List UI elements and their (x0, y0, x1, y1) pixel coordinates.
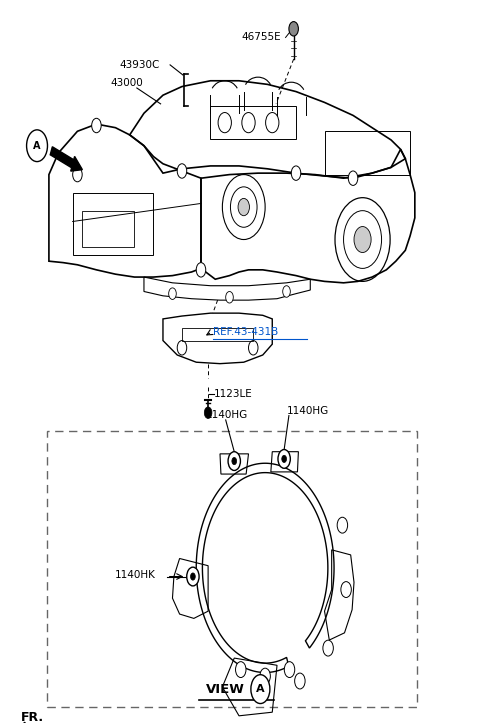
Text: A: A (33, 141, 41, 150)
Text: REF.43-431B: REF.43-431B (213, 327, 278, 337)
Circle shape (177, 340, 187, 355)
Circle shape (249, 340, 258, 355)
Circle shape (337, 517, 348, 533)
Circle shape (232, 457, 237, 465)
Circle shape (238, 198, 250, 216)
Circle shape (169, 288, 176, 300)
Circle shape (284, 662, 295, 678)
Circle shape (196, 262, 206, 277)
Circle shape (177, 164, 187, 178)
Circle shape (92, 119, 101, 133)
Circle shape (341, 582, 351, 598)
Circle shape (294, 673, 305, 689)
Text: A: A (256, 684, 265, 694)
Text: 1140HG: 1140HG (206, 410, 248, 420)
Circle shape (191, 573, 196, 580)
Circle shape (291, 166, 301, 180)
Circle shape (348, 171, 358, 185)
Circle shape (204, 407, 212, 419)
Circle shape (27, 130, 47, 161)
Text: 1140HG: 1140HG (286, 406, 329, 416)
Text: VIEW: VIEW (206, 683, 245, 696)
FancyArrow shape (6, 722, 27, 727)
Circle shape (236, 662, 246, 678)
Text: 1123LE: 1123LE (214, 389, 253, 399)
Text: 46755E: 46755E (241, 33, 281, 42)
Circle shape (251, 675, 270, 704)
Circle shape (260, 668, 271, 684)
Text: 1140HK: 1140HK (115, 570, 155, 580)
Circle shape (323, 640, 333, 656)
Circle shape (282, 286, 290, 297)
Text: FR.: FR. (21, 712, 43, 725)
Circle shape (289, 22, 298, 36)
Text: 43000: 43000 (111, 78, 143, 88)
Text: 43930C: 43930C (119, 60, 160, 70)
Circle shape (228, 451, 240, 470)
Circle shape (282, 455, 286, 462)
FancyArrow shape (50, 147, 82, 171)
Circle shape (226, 292, 233, 303)
Circle shape (73, 167, 82, 182)
Circle shape (187, 567, 199, 586)
Circle shape (278, 449, 290, 468)
Circle shape (354, 227, 371, 252)
